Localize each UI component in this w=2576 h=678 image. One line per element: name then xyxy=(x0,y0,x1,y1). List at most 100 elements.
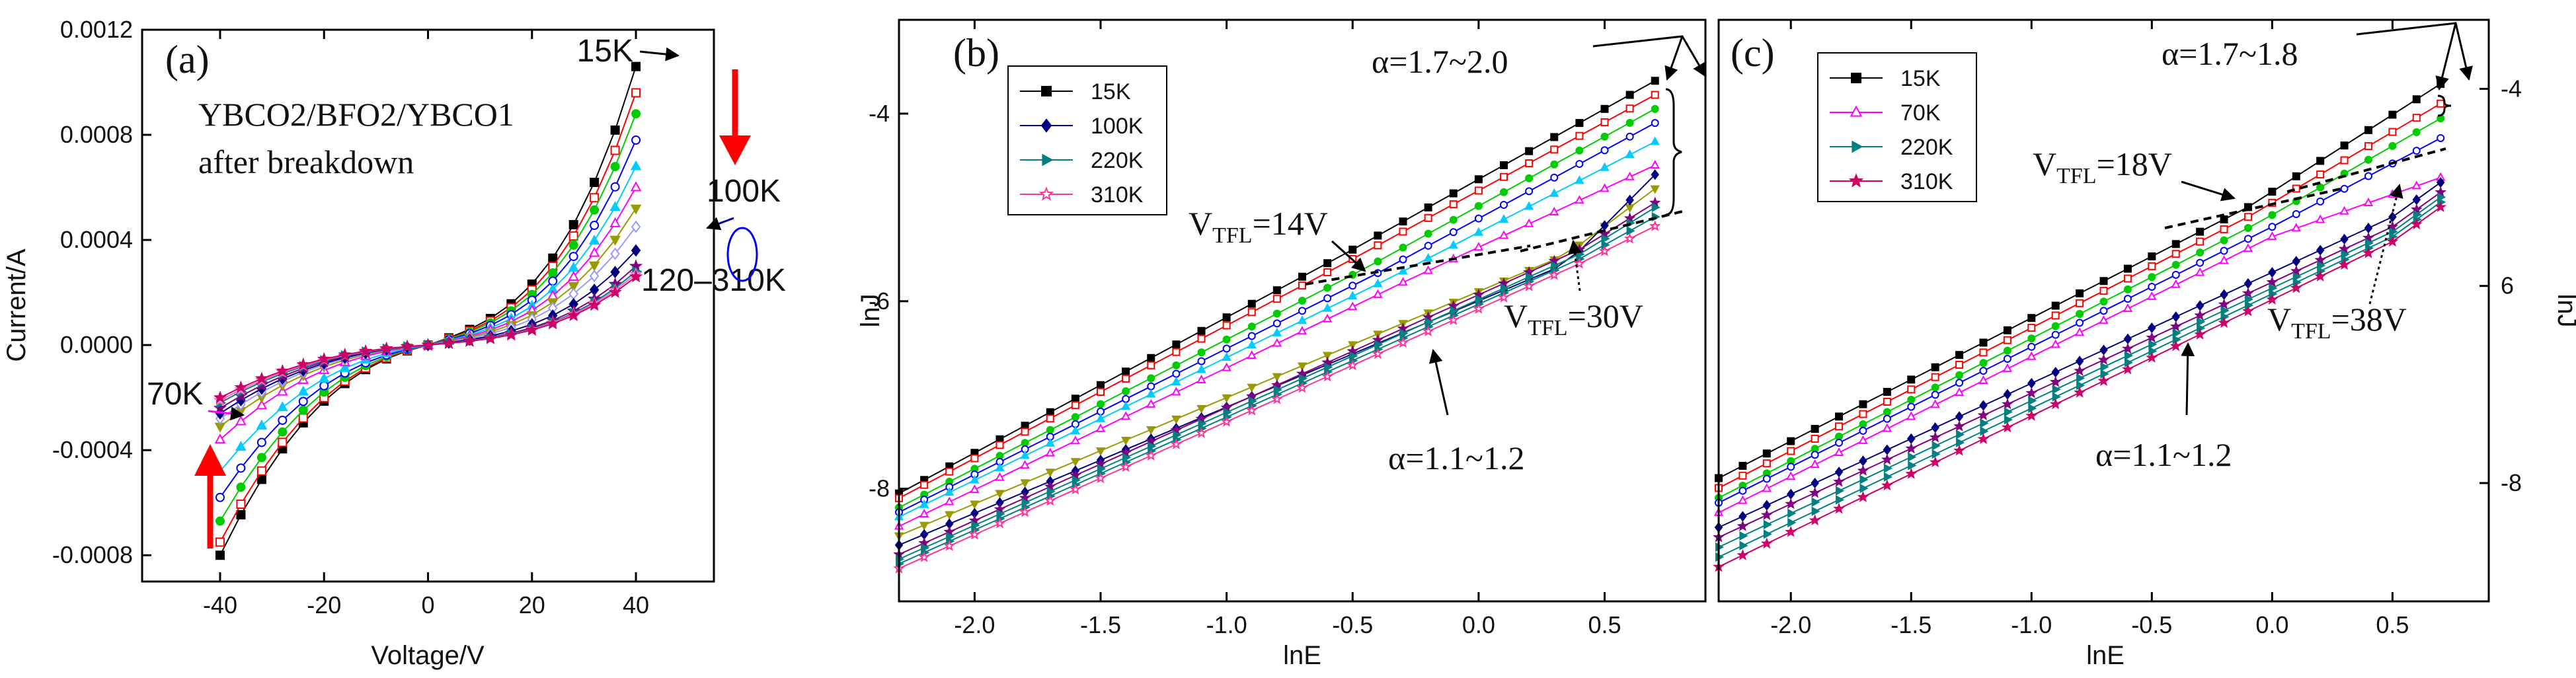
data-point-60K xyxy=(235,440,247,451)
data-point-80K xyxy=(630,204,642,215)
data-point-30K xyxy=(1021,428,1029,436)
data-point-15K xyxy=(215,550,225,560)
data-point-50K xyxy=(1525,187,1534,196)
data-point-310K xyxy=(1220,415,1233,427)
data-point-70K xyxy=(609,217,621,227)
data-point-15K xyxy=(1525,147,1534,155)
data-point-310K xyxy=(1195,426,1208,438)
data-point-15K xyxy=(1348,245,1357,254)
data-point-30K xyxy=(2027,324,2036,332)
data-point-15K xyxy=(1762,449,1771,458)
data-point-50K xyxy=(1348,282,1357,290)
data-point-60K xyxy=(1473,227,1484,236)
panel-a-sample-line1: YBCO2/BFO2/YBCO1 xyxy=(198,96,514,133)
data-point-120K xyxy=(2386,220,2399,232)
data-point-100K xyxy=(2195,300,2205,311)
panel-a-red-arrow-up xyxy=(194,444,226,548)
data-point-40K xyxy=(2364,155,2372,164)
data-point-40K xyxy=(2412,128,2421,137)
data-point-30K xyxy=(1600,118,1609,126)
data-point-160K xyxy=(2076,373,2086,383)
data-point-60K xyxy=(1650,136,1660,145)
data-point-50K xyxy=(1625,132,1634,141)
data-point-50K xyxy=(2437,133,2445,142)
data-point-15K xyxy=(1222,313,1231,322)
data-point-310K xyxy=(2290,282,2302,293)
data-point-160K xyxy=(2124,350,2133,361)
data-point-310K xyxy=(317,352,331,365)
data-point-50K xyxy=(1247,332,1256,340)
data-point-70K xyxy=(2243,243,2253,252)
data-point-60K xyxy=(1524,201,1534,210)
y-tick-label: -0.0004 xyxy=(52,436,133,463)
data-point-80K xyxy=(1020,479,1030,488)
data-point-70K xyxy=(2074,327,2085,336)
data-point-30K xyxy=(2148,262,2156,270)
data-point-120K xyxy=(2049,375,2062,387)
data-point-40K xyxy=(1931,383,1939,392)
data-point-15K xyxy=(2196,227,2205,236)
data-point-310K xyxy=(1044,494,1056,506)
data-point-160K xyxy=(2004,407,2013,417)
data-point-100K xyxy=(2123,333,2132,345)
data-point-220K xyxy=(1980,426,1989,436)
data-point-50K xyxy=(2412,147,2421,155)
data-point-40K xyxy=(1600,132,1609,141)
data-point-70K xyxy=(1625,171,1635,180)
data-point-60K xyxy=(1070,426,1081,435)
data-point-30K xyxy=(2388,128,2397,136)
data-point-50K xyxy=(1147,382,1155,391)
data-point-60K xyxy=(1297,315,1308,324)
data-point-70K xyxy=(2123,303,2133,313)
data-point-310K xyxy=(379,341,393,354)
data-point-70K xyxy=(2411,180,2421,190)
data-point-30K xyxy=(1651,91,1659,99)
data-point-30K xyxy=(568,231,578,241)
data-point-310K xyxy=(1573,257,1586,269)
panel-b-fit-dashed-2 xyxy=(1520,210,1683,252)
data-point-15K xyxy=(1738,461,1747,470)
data-point-310K xyxy=(1473,303,1485,314)
data-point-310K xyxy=(1953,444,1965,456)
data-point-40K xyxy=(590,205,600,215)
panel-a-15k-pointer xyxy=(639,47,680,61)
data-point-70K xyxy=(2388,189,2398,198)
x-tick-label: -40 xyxy=(203,591,237,619)
data-point-40K xyxy=(2076,309,2084,318)
data-point-220K xyxy=(2004,414,2013,425)
data-point-50K xyxy=(1738,486,1747,495)
data-point-30K xyxy=(1835,422,1844,431)
data-point-70K xyxy=(256,399,268,410)
data-point-30K xyxy=(1474,186,1483,195)
data-point-70K xyxy=(2219,255,2229,264)
legend-label-220K: 220K xyxy=(1900,135,1953,160)
data-point-30K xyxy=(1424,213,1432,222)
data-point-60K xyxy=(630,160,642,170)
data-point-50K xyxy=(1575,160,1584,169)
data-point-100K xyxy=(2099,344,2108,356)
data-point-50K xyxy=(2244,235,2252,243)
data-point-40K xyxy=(1046,426,1054,434)
y-tick-label: 0.0012 xyxy=(60,16,133,43)
data-point-40K xyxy=(1071,413,1079,422)
data-point-70K xyxy=(1600,183,1610,192)
data-point-100K xyxy=(1931,422,1939,433)
data-point-310K xyxy=(566,308,580,322)
data-point-70K xyxy=(919,508,929,517)
x-tick-label: 0 xyxy=(421,591,434,619)
data-point-120K xyxy=(1953,420,1965,432)
data-point-120K xyxy=(2169,320,2182,332)
data-point-310K xyxy=(1649,220,1661,231)
data-point-40K xyxy=(2123,285,2132,293)
data-point-70K xyxy=(1095,423,1106,432)
data-point-310K xyxy=(1548,268,1561,280)
data-point-50K xyxy=(1424,241,1432,250)
data-point-30K xyxy=(2437,99,2445,108)
panel-b-axes: -2.0 -1.5 -1.0 -0.5 0.0 0.5 -8 -6 -4 xyxy=(869,20,1621,638)
data-point-310K xyxy=(2097,375,2110,387)
data-point-70K xyxy=(1978,375,1988,385)
data-point-310K xyxy=(2218,317,2230,328)
x-tick-label: -1.5 xyxy=(1891,611,1932,638)
data-point-80K xyxy=(568,282,579,293)
